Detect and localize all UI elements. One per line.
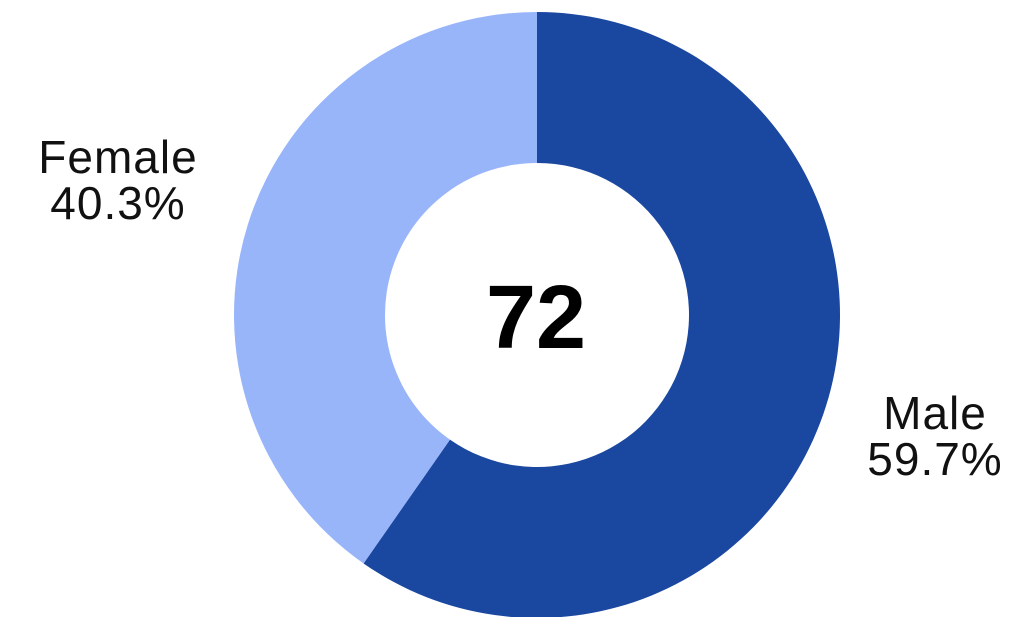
slice-label-male: Male 59.7% bbox=[850, 390, 1019, 482]
slice-percent-female: 40.3% bbox=[50, 177, 186, 229]
slice-label-female: Female 40.3% bbox=[18, 134, 218, 226]
donut-center-total: 72 bbox=[485, 268, 587, 368]
slice-percent-male: 59.7% bbox=[867, 433, 1003, 485]
slice-name-male: Male bbox=[883, 387, 987, 439]
donut-slice-male bbox=[363, 12, 840, 617]
slice-name-female: Female bbox=[38, 131, 198, 183]
donut-slice-female bbox=[233, 12, 537, 564]
